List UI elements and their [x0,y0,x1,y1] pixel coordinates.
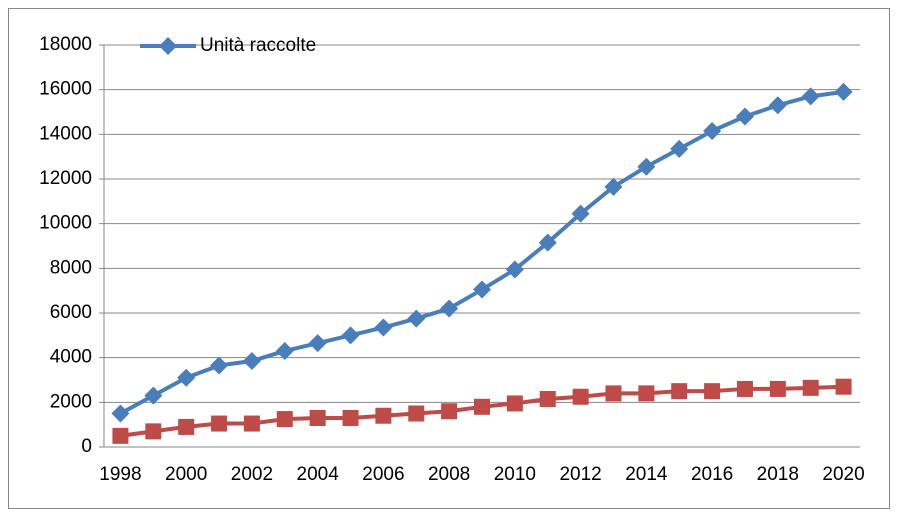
point [703,121,722,140]
x-tick-label: 2018 [757,464,799,485]
y-tick-label: 4000 [50,347,92,368]
point [145,423,162,440]
y-tick-label: 0 [81,436,92,457]
point [735,107,754,126]
x-tick-label: 2010 [494,464,536,485]
point [374,318,393,337]
y-tick-label: 18000 [39,34,92,55]
point [572,388,589,405]
point [769,380,786,397]
point [341,326,360,345]
point [242,352,261,371]
x-tick-label: 2012 [559,464,601,485]
point [178,418,195,435]
point [112,427,129,444]
point [505,260,524,279]
point [834,82,853,101]
point [243,415,260,432]
point [473,280,491,299]
x-tick-label: 2006 [362,464,404,485]
point [144,386,163,405]
y-tick-label: 16000 [39,79,92,100]
y-tick-label: 14000 [39,123,92,144]
point [309,409,326,426]
point [538,233,557,252]
legend-label: Unità raccolte [200,35,316,56]
point [211,415,228,432]
x-tick-label: 2020 [822,464,864,485]
point [835,378,852,395]
point [440,299,459,318]
y-tick-label: 12000 [39,168,92,189]
point [275,341,294,360]
y-tick-label: 6000 [50,302,92,323]
point [736,380,753,397]
x-tick-label: 1998 [99,464,141,485]
legend-marker [159,37,177,55]
point [506,395,523,412]
point [408,405,425,422]
point [111,404,130,423]
point [637,157,656,176]
x-tick-label: 2000 [165,464,207,485]
y-tick-label: 2000 [50,391,92,412]
point [801,87,820,106]
point [605,385,622,402]
point [571,204,590,223]
point [375,407,392,424]
point [342,409,359,426]
point [407,309,426,328]
point [704,383,721,400]
point [210,356,229,375]
point [638,385,655,402]
point [802,379,819,396]
point [441,403,458,420]
point [604,177,623,196]
y-tick-label: 8000 [50,257,92,278]
x-tick-label: 2014 [625,464,668,485]
y-tick-label: 10000 [39,213,92,234]
point [768,96,787,115]
point [474,398,490,415]
point [539,390,556,407]
point [671,383,688,400]
x-tick-label: 2004 [297,464,340,485]
x-tick-label: 2008 [428,464,470,485]
x-tick-label: 2002 [231,464,273,485]
point [177,368,196,387]
x-tick-label: 2016 [691,464,733,485]
point [308,334,327,353]
point [670,139,689,158]
point [276,411,293,428]
